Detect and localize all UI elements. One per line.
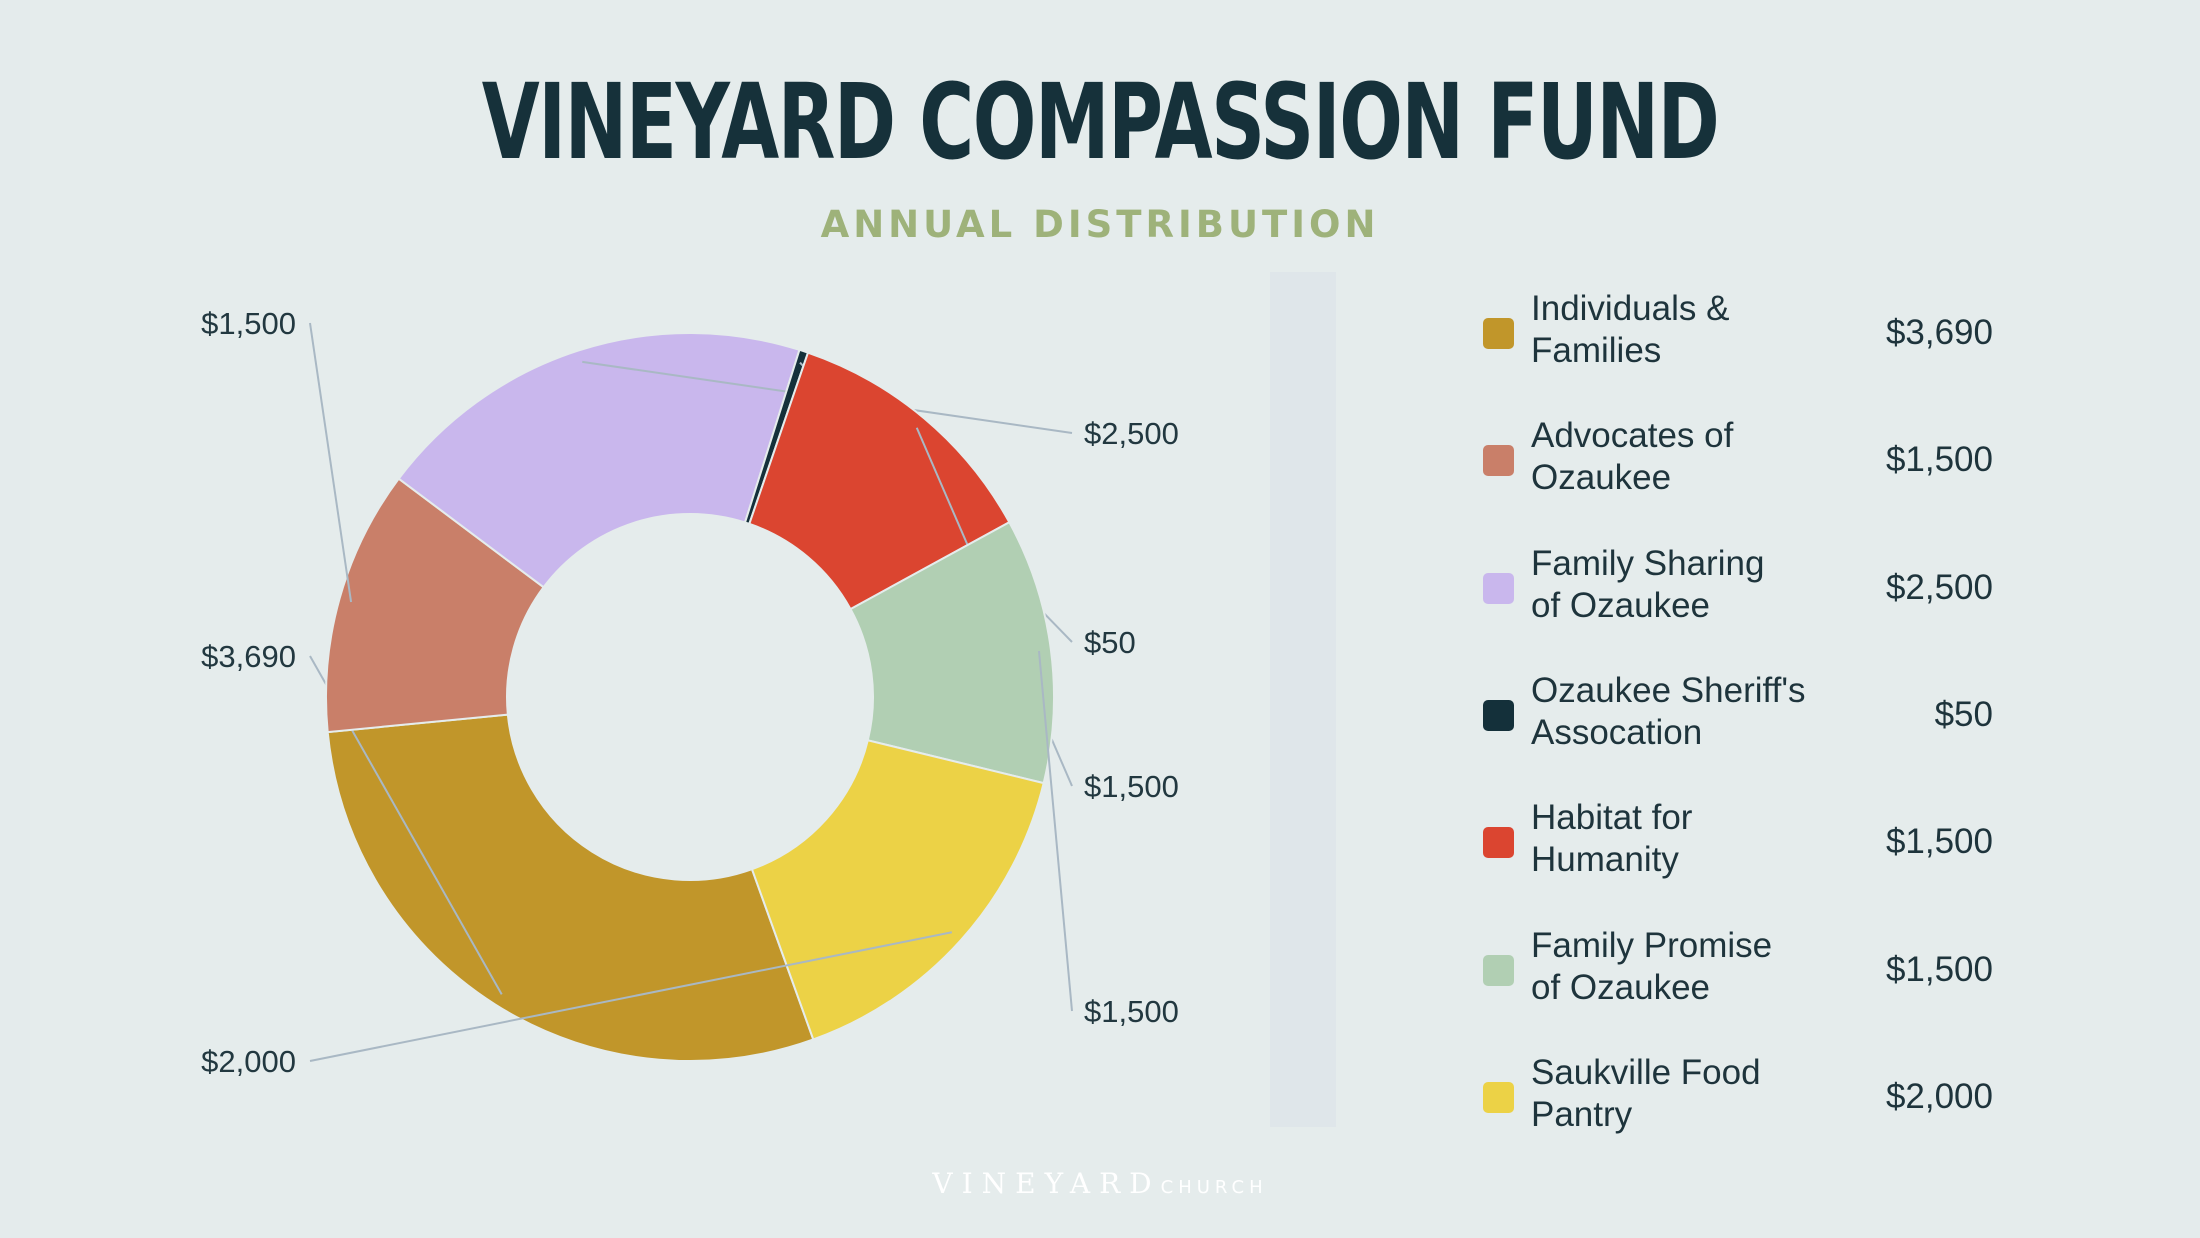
legend-swatch [1483,955,1514,986]
legend-swatch [1483,827,1514,858]
legend-value: $2,500 [1885,568,1993,607]
footer-logo-sub: CHURCH [1160,1177,1268,1198]
callout-label: $50 [1084,625,1136,660]
legend-item: Family Sharing of Ozaukee $2,500 [1483,543,1993,633]
callout-label: $1,500 [201,306,296,341]
callout-label: $2,000 [201,1044,296,1079]
donut-slice [326,713,815,1062]
legend-label: Habitat for Humanity [1531,798,1693,879]
callout-label: $2,500 [1084,416,1179,451]
callout-label: $1,500 [1084,994,1179,1029]
callout-line [1037,650,1073,1012]
legend-label: Family Sharing of Ozaukee [1531,544,1765,625]
legend-swatch [1483,700,1514,731]
callout-line [309,322,353,603]
legend-label: Ozaukee Sheriff's Assocation [1531,671,1806,752]
callout-line [309,931,953,1062]
legend-value: $1,500 [1885,822,1993,861]
legend-item: Individuals & Families $3,690 [1483,288,1993,378]
legend-swatch [1483,318,1514,349]
donut-slice [750,739,1045,1041]
callout-label: $1,500 [1084,769,1179,804]
legend-item: Advocates of Ozaukee $1,500 [1483,415,1993,505]
legend-item: Habitat for Humanity $1,500 [1483,797,1993,887]
legend-value: $3,690 [1885,313,1993,352]
legend-label: Individuals & Families [1531,289,1730,370]
legend-item: Ozaukee Sheriff's Assocation $50 [1483,670,1993,760]
donut-slice [397,332,801,589]
footer-logo-main: VINEYARD [932,1167,1161,1200]
page-subtitle: ANNUAL DISTRIBUTION [820,203,1380,246]
legend-swatch [1483,573,1514,604]
page-title: VINEYARD COMPASSION FUND [481,61,1720,183]
legend-swatch [1483,1082,1514,1113]
divider-bar [1270,272,1336,1127]
legend-item: Saukville Food Pantry $2,000 [1483,1052,1993,1142]
legend-value: $50 [1934,695,1993,734]
legend-value: $2,000 [1885,1077,1993,1116]
legend-label: Advocates of Ozaukee [1531,416,1734,497]
legend-value: $1,500 [1885,440,1993,479]
legend-label: Family Promise of Ozaukee [1531,926,1773,1007]
legend-label: Saukville Food Pantry [1531,1053,1761,1134]
footer-logo: VINEYARDCHURCH [0,1167,2200,1200]
legend-value: $1,500 [1885,950,1993,989]
legend-item: Family Promise of Ozaukee $1,500 [1483,925,1993,1015]
legend-swatch [1483,445,1514,476]
callout-label: $3,690 [201,639,296,674]
